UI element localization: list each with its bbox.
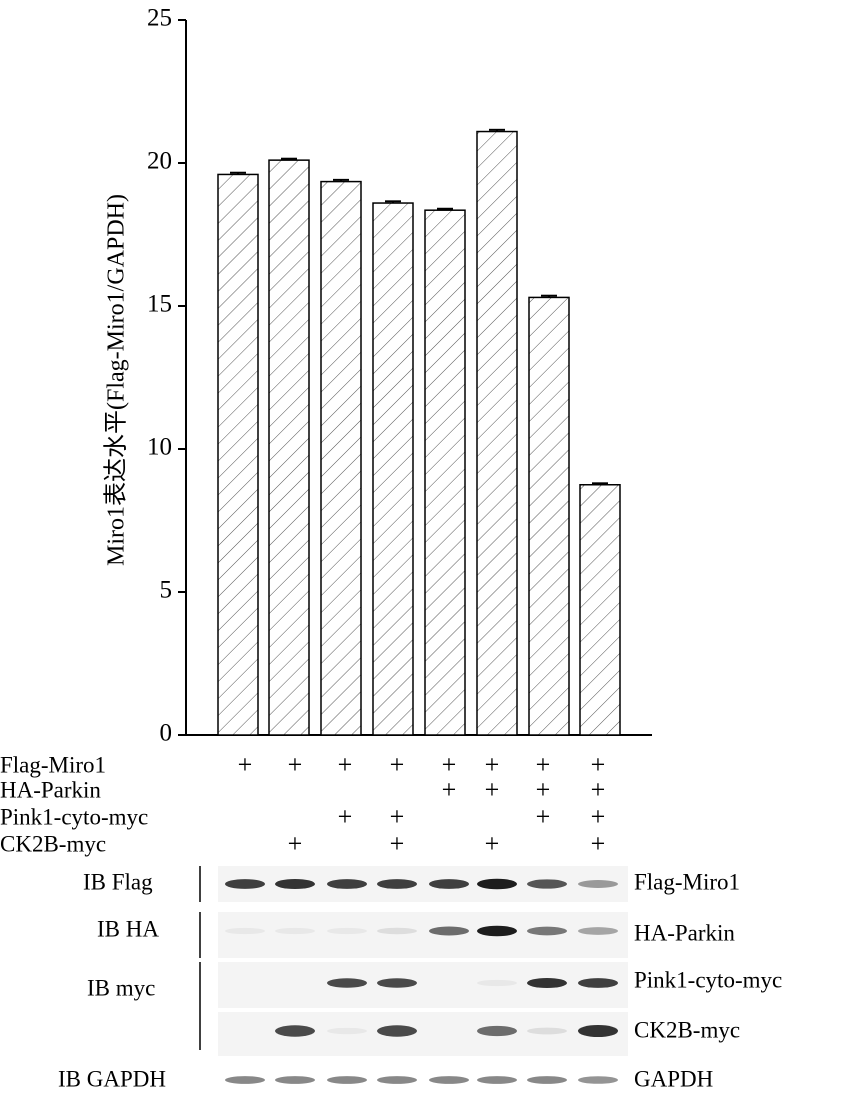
- blot-band: [578, 880, 618, 888]
- treatment-mark: +: [390, 750, 405, 779]
- blot-band: [578, 978, 618, 988]
- blot-band: [578, 1024, 618, 1038]
- y-axis-label: Miro1表达水平(Flag-Miro1/GAPDH): [103, 194, 130, 566]
- treatment-label: Pink1-cyto-myc: [0, 804, 148, 829]
- y-tick-label: 20: [147, 148, 172, 175]
- blot-band: [275, 927, 315, 935]
- treatment-mark: +: [536, 750, 551, 779]
- blot-band: [477, 925, 517, 937]
- protein-label: CK2B-myc: [634, 1017, 740, 1042]
- bar: [372, 202, 414, 736]
- y-tick-label: 10: [147, 434, 172, 461]
- blot-band: [527, 977, 567, 989]
- blot-band: [527, 1027, 567, 1035]
- blot-band: [377, 1025, 417, 1037]
- treatment-mark: +: [485, 750, 500, 779]
- treatment-mark: +: [442, 775, 457, 804]
- protein-label: Flag-Miro1: [634, 869, 740, 894]
- blot-band: [327, 927, 367, 935]
- treatment-label: HA-Parkin: [0, 777, 101, 802]
- blot-band: [377, 879, 417, 889]
- bar: [579, 484, 621, 736]
- y-tick-label: 5: [160, 577, 173, 604]
- blot-band: [275, 1025, 315, 1037]
- bar: [528, 296, 570, 736]
- y-tick-label: 0: [160, 720, 173, 747]
- treatment-mark: +: [238, 750, 253, 779]
- blot-band: [225, 879, 265, 889]
- blot-band: [527, 1076, 567, 1084]
- antibody-label: IB GAPDH: [58, 1066, 166, 1091]
- treatment-mark: +: [338, 802, 353, 831]
- antibody-label: IB HA: [97, 916, 159, 941]
- protein-label: Pink1-cyto-myc: [634, 967, 782, 992]
- treatment-mark: +: [390, 802, 405, 831]
- antibody-label: IB Flag: [83, 869, 153, 894]
- bar: [217, 173, 259, 736]
- blot-band: [477, 878, 517, 890]
- blot-band: [327, 1027, 367, 1035]
- bar: [268, 159, 310, 736]
- treatment-mark: +: [288, 829, 303, 858]
- blot-band: [225, 927, 265, 935]
- blot-band: [527, 926, 567, 936]
- treatment-label: CK2B-myc: [0, 831, 106, 856]
- protein-label: HA-Parkin: [634, 920, 735, 945]
- bar: [320, 180, 362, 736]
- y-tick-label: 15: [147, 291, 172, 318]
- blot-band: [527, 879, 567, 889]
- treatment-mark: +: [536, 802, 551, 831]
- blot-band: [225, 1076, 265, 1084]
- blot-band: [327, 879, 367, 889]
- treatment-mark: +: [390, 829, 405, 858]
- blot-band: [429, 926, 469, 936]
- bar: [476, 130, 518, 736]
- protein-label: GAPDH: [634, 1066, 713, 1091]
- blot-band: [477, 1076, 517, 1084]
- antibody-label: IB myc: [87, 975, 155, 1000]
- blot-band: [377, 927, 417, 935]
- blot-band: [429, 879, 469, 889]
- blot-band: [477, 1025, 517, 1037]
- treatment-mark: +: [591, 750, 606, 779]
- treatment-mark: +: [485, 829, 500, 858]
- blot-band: [429, 1076, 469, 1084]
- blot-band: [275, 1076, 315, 1084]
- treatment-mark: +: [591, 829, 606, 858]
- blot-band: [477, 979, 517, 987]
- blot-panel: [218, 912, 628, 958]
- treatment-mark: +: [485, 775, 500, 804]
- treatment-mark: +: [338, 750, 353, 779]
- y-tick-label: 25: [147, 5, 172, 32]
- blot-panel: [218, 962, 628, 1008]
- treatment-mark: +: [442, 750, 457, 779]
- blot-band: [578, 927, 618, 935]
- treatment-mark: +: [591, 802, 606, 831]
- blot-band: [327, 1076, 367, 1084]
- blot-band: [578, 1076, 618, 1084]
- treatment-mark: +: [288, 750, 303, 779]
- blot-band: [377, 978, 417, 988]
- treatment-mark: +: [591, 775, 606, 804]
- bar: [424, 209, 466, 736]
- blot-band: [275, 878, 315, 890]
- blot-band: [327, 978, 367, 988]
- treatment-mark: +: [536, 775, 551, 804]
- blot-band: [377, 1076, 417, 1084]
- treatment-label: Flag-Miro1: [0, 752, 106, 777]
